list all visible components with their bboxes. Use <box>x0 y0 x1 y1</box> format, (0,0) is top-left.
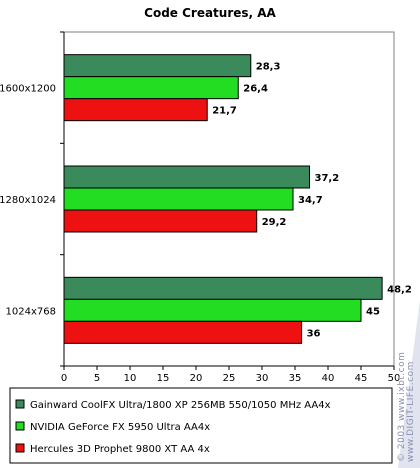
watermark-text: © 2003 www.ixbt.com <box>397 352 407 462</box>
data-label: 26,4 <box>243 84 268 95</box>
legend-label: Gainward CoolFX Ultra/1800 XP 256MB 550/… <box>30 400 331 411</box>
x-tick-label: 30 <box>256 373 269 384</box>
x-tick-label: 35 <box>289 373 302 384</box>
data-label: 34,7 <box>298 195 323 206</box>
x-tick-label: 45 <box>355 373 368 384</box>
x-axis: 0 5 10 15 20 25 30 35 40 45 50 <box>61 32 401 384</box>
category-label: 1600x1200 <box>0 84 56 95</box>
bar <box>63 187 294 211</box>
x-tick-label: 20 <box>190 373 203 384</box>
data-label: 28,3 <box>256 62 281 73</box>
watermark-strip: © 2003 www.ixbt.com www.DIGIT-LIFE.com <box>397 300 420 468</box>
data-label: 45 <box>366 306 380 317</box>
bar <box>63 276 383 300</box>
y-axis: 1600x1200 1280x1024 1024x768 <box>0 31 64 367</box>
bar <box>63 76 239 100</box>
bar <box>63 209 258 233</box>
bar <box>63 320 303 344</box>
x-tick-label: 50 <box>388 373 401 384</box>
category-label: 1280x1024 <box>0 195 56 206</box>
legend-swatch <box>15 443 25 453</box>
legend-label: NVIDIA GeForce FX 5950 Ultra AA4x <box>30 422 210 433</box>
legend-box <box>9 387 393 464</box>
bar <box>63 54 252 78</box>
x-tick-label: 5 <box>94 373 100 384</box>
legend: Gainward CoolFX Ultra/1800 XP 256MB 550/… <box>15 399 331 455</box>
data-label: 37,2 <box>315 173 340 184</box>
x-tick-label: 25 <box>223 373 236 384</box>
data-label: 21,7 <box>212 106 237 117</box>
data-label: 48,2 <box>387 284 412 295</box>
data-label: 36 <box>307 328 321 339</box>
x-tick-label: 0 <box>61 373 67 384</box>
chart-title: Code Creatures, AA <box>144 6 276 20</box>
legend-swatch <box>15 399 25 409</box>
x-tick-label: 40 <box>322 373 335 384</box>
bar <box>63 98 208 122</box>
watermark-text-2: www.DIGIT-LIFE.com <box>406 361 416 462</box>
bar <box>63 165 311 189</box>
bar <box>63 298 362 322</box>
data-label: 29,2 <box>262 217 287 228</box>
legend-label: Hercules 3D Prophet 9800 XT AA 4x <box>30 444 210 455</box>
legend-swatch <box>15 421 25 431</box>
x-tick-label: 10 <box>124 373 137 384</box>
x-tick-label: 15 <box>157 373 170 384</box>
category-label: 1024x768 <box>6 306 56 317</box>
